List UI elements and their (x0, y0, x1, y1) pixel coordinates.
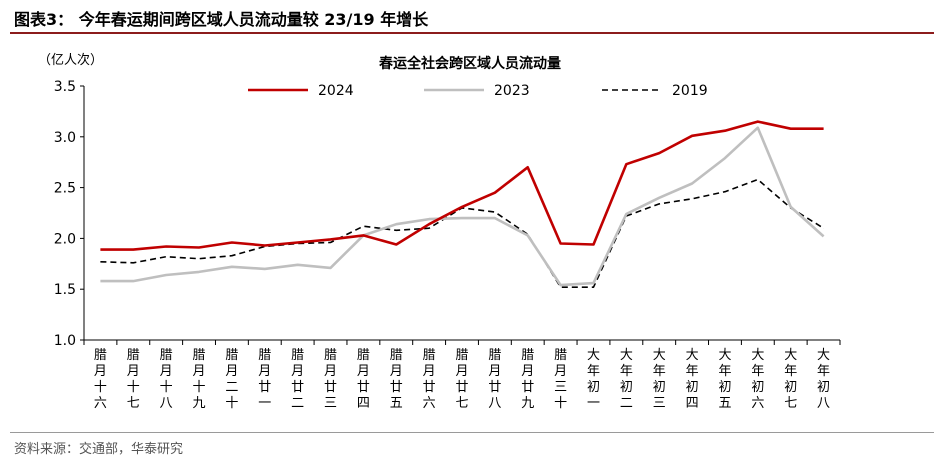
x-tick-label: 大年初四 (686, 348, 699, 411)
x-tick-label: 腊月十八 (160, 348, 173, 411)
x-tick-label: 大年初一 (587, 348, 600, 411)
chart-title: 春运全社会跨区域人员流动量 (378, 55, 561, 72)
y-tick-label: 1.0 (54, 333, 76, 349)
x-tick-label: 大年初六 (751, 348, 764, 411)
x-tick-label: 腊月十六 (94, 348, 107, 411)
x-tick-label: 大年初三 (653, 348, 666, 411)
x-tick-label: 大年初五 (718, 348, 731, 411)
x-tick-label: 腊月廿九 (521, 348, 534, 411)
source-note: 资料来源：交通部，华泰研究 (14, 442, 184, 457)
x-tick-label: 腊月廿六 (423, 348, 436, 411)
y-tick-label: 2.5 (54, 181, 76, 197)
x-tick-label: 大年初七 (784, 348, 797, 411)
x-tick-label: 腊月二十 (225, 348, 238, 411)
x-tick-label: 腊月十七 (127, 348, 140, 411)
header-divider (10, 32, 934, 34)
x-tick-label: 腊月廿七 (455, 348, 468, 411)
x-tick-label: 腊月十九 (193, 348, 206, 411)
footer-divider (10, 432, 934, 433)
figure-header: 图表3： 今年春运期间跨区域人员流动量较 23/19 年增长 (0, 0, 944, 34)
legend-label-2024: 2024 (318, 83, 354, 99)
x-tick-label: 大年初二 (620, 348, 633, 411)
y-tick-label: 2.0 (54, 231, 76, 247)
y-tick-label: 3.0 (54, 130, 76, 146)
x-tick-label: 腊月廿八 (488, 348, 501, 411)
x-tick-label: 腊月廿二 (291, 348, 304, 411)
y-tick-label: 1.5 (54, 282, 76, 298)
x-tick-label: 腊月廿四 (357, 348, 370, 411)
y-unit-label: （亿人次） (38, 52, 103, 68)
legend-label-2023: 2023 (494, 83, 530, 99)
legend-label-2019: 2019 (672, 83, 708, 99)
x-tick-label: 腊月廿三 (324, 348, 337, 411)
x-tick-label: 腊月三十 (554, 348, 567, 411)
figure-title: 图表3： 今年春运期间跨区域人员流动量较 23/19 年增长 (14, 10, 429, 29)
series-line-2024 (100, 120, 824, 251)
x-tick-label: 大年初八 (817, 348, 830, 411)
y-tick-label: 3.5 (54, 79, 76, 95)
x-tick-label: 腊月廿五 (390, 348, 403, 411)
x-tick-label: 腊月廿一 (258, 348, 271, 411)
